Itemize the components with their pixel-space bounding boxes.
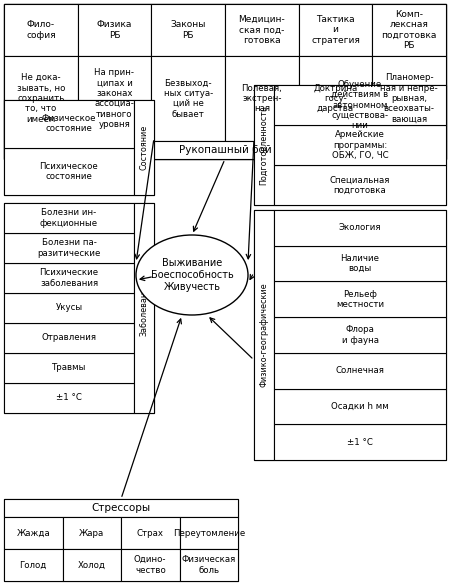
Bar: [180, 517, 238, 549]
Text: Заболевания: Заболевания: [140, 280, 148, 336]
Text: Болезни ин-
фекционные: Болезни ин- фекционные: [40, 208, 98, 228]
Text: Специальная
подготовка: Специальная подготовка: [330, 176, 390, 195]
Bar: [254, 210, 446, 460]
Bar: [254, 85, 446, 205]
Bar: [4, 499, 238, 517]
Text: Психические
заболевания: Психические заболевания: [40, 269, 99, 288]
Text: Комп-
лексная
подготовка
РБ: Комп- лексная подготовка РБ: [382, 10, 437, 50]
Bar: [372, 56, 446, 141]
Text: Безвыход-
ных ситуа-
ций не
бывает: Безвыход- ных ситуа- ций не бывает: [163, 78, 213, 119]
Text: Планомер-
ная и непре-
рывная,
всеохваты-
вающая: Планомер- ная и непре- рывная, всеохваты…: [380, 73, 438, 124]
Text: Не дока-
зывать, но
сохранить
то, что
имеем: Не дока- зывать, но сохранить то, что им…: [17, 73, 65, 124]
Bar: [274, 353, 446, 388]
Bar: [151, 4, 225, 56]
Text: Болезни па-
разитические: Болезни па- разитические: [37, 238, 101, 258]
Bar: [4, 499, 238, 581]
Bar: [274, 317, 446, 353]
Text: Физика
РБ: Физика РБ: [97, 20, 132, 40]
Bar: [254, 210, 274, 460]
Bar: [4, 203, 134, 233]
Bar: [299, 4, 372, 56]
Text: Рельеф
местности: Рельеф местности: [336, 290, 384, 309]
Bar: [4, 100, 134, 147]
Bar: [4, 100, 154, 195]
Text: Психическое
состояние: Психическое состояние: [40, 161, 99, 181]
Text: Физическое
состояние: Физическое состояние: [42, 114, 96, 133]
Text: Солнечная: Солнечная: [336, 366, 384, 375]
Text: Армейские
программы:
ОБЖ, ГО, ЧС: Армейские программы: ОБЖ, ГО, ЧС: [332, 130, 388, 160]
Bar: [4, 141, 446, 159]
Bar: [121, 517, 180, 549]
Text: Тактика
и
стратегия: Тактика и стратегия: [311, 15, 360, 45]
Text: Законы
РБ: Законы РБ: [171, 20, 206, 40]
Bar: [4, 56, 78, 141]
Text: Фило-
софия: Фило- софия: [26, 20, 56, 40]
Bar: [225, 56, 299, 141]
Text: Экология: Экология: [339, 223, 381, 232]
Bar: [274, 165, 446, 205]
Bar: [299, 56, 372, 141]
Bar: [4, 353, 134, 383]
Text: Страх: Страх: [137, 528, 164, 538]
Text: Обучение
действиям в
автономном
существова-
нии: Обучение действиям в автономном существо…: [331, 80, 389, 130]
Bar: [274, 85, 446, 125]
Bar: [180, 549, 238, 581]
Bar: [121, 549, 180, 581]
Bar: [274, 424, 446, 460]
Bar: [63, 549, 121, 581]
Text: Рукопашный бой: Рукопашный бой: [179, 145, 271, 155]
Text: Выживание
Боеспособность
Живучесть: Выживание Боеспособность Живучесть: [151, 259, 234, 291]
Text: Осадки h мм: Осадки h мм: [331, 402, 389, 411]
Text: Жажда: Жажда: [16, 528, 50, 538]
Bar: [4, 517, 63, 549]
Bar: [274, 281, 446, 317]
Text: Подготовленность: Подготовленность: [260, 105, 269, 185]
Bar: [63, 517, 121, 549]
Bar: [4, 4, 78, 56]
Text: ±1 °C: ±1 °C: [56, 394, 82, 402]
Bar: [254, 85, 274, 205]
Text: На прин-
ципах и
законах
ассоциа-
тивного
уровня: На прин- ципах и законах ассоциа- тивног…: [94, 68, 135, 129]
Bar: [134, 203, 154, 413]
Text: Доктрина
госу-
дарства: Доктрина госу- дарства: [313, 84, 358, 113]
Bar: [4, 263, 134, 293]
Bar: [274, 210, 446, 246]
Bar: [4, 233, 134, 263]
Text: ±1 °C: ±1 °C: [347, 438, 373, 446]
Text: Холод: Холод: [78, 560, 106, 570]
Bar: [274, 246, 446, 281]
Text: Флора
и фауна: Флора и фауна: [342, 325, 378, 345]
Bar: [78, 56, 151, 141]
Text: Жара: Жара: [79, 528, 104, 538]
Bar: [134, 100, 154, 195]
Bar: [4, 293, 134, 323]
Bar: [4, 383, 134, 413]
Text: Переутомление: Переутомление: [173, 528, 245, 538]
Bar: [4, 147, 134, 195]
Bar: [78, 4, 151, 56]
Text: Физико-географические: Физико-географические: [260, 283, 269, 387]
Text: Укусы: Укусы: [55, 304, 82, 312]
Text: Стрессоры: Стрессоры: [91, 503, 151, 513]
Text: Голод: Голод: [19, 560, 47, 570]
Text: Наличие
воды: Наличие воды: [341, 254, 379, 273]
Text: Физическая
боль: Физическая боль: [182, 555, 236, 574]
Ellipse shape: [136, 235, 248, 315]
Bar: [151, 56, 225, 141]
Bar: [4, 549, 63, 581]
Text: Отравления: Отравления: [41, 333, 96, 342]
Text: Состояние: Состояние: [140, 125, 148, 170]
Bar: [372, 4, 446, 56]
Bar: [4, 203, 154, 413]
Bar: [225, 4, 299, 56]
Text: Медицин-
ская под-
готовка: Медицин- ская под- готовка: [238, 15, 285, 45]
Text: Полевая,
экстрен-
ная: Полевая, экстрен- ная: [242, 84, 282, 113]
Bar: [4, 4, 446, 159]
Bar: [274, 125, 446, 165]
Bar: [4, 323, 134, 353]
Text: Травмы: Травмы: [52, 363, 86, 373]
Bar: [274, 388, 446, 424]
Text: Одино-
чество: Одино- чество: [134, 555, 166, 574]
